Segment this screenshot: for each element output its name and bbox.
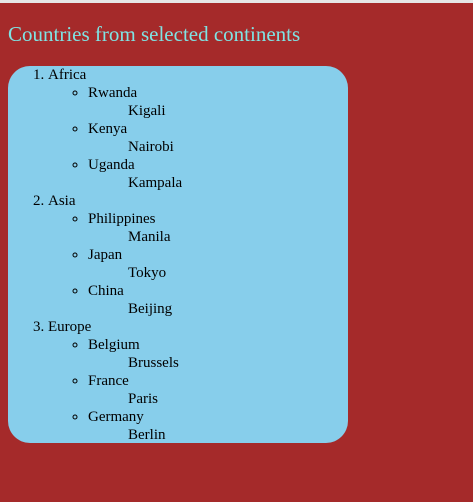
continent-item-africa: Africa Rwanda Kigali Kenya Nairobi Ugand…: [48, 66, 348, 192]
browser-top-edge: [0, 0, 473, 3]
country-item-japan: Japan Tokyo: [88, 246, 348, 282]
continent-name: Africa: [48, 67, 87, 83]
country-name: Philippines: [88, 211, 156, 227]
capital-name: Kampala: [128, 175, 183, 191]
country-item-kenya: Kenya Nairobi: [88, 120, 348, 156]
country-name: Kenya: [88, 121, 128, 137]
capital-name: Beijing: [128, 301, 173, 317]
continent-name: Europe: [48, 319, 92, 335]
capital-name: Paris: [128, 391, 158, 407]
country-item-rwanda: Rwanda Kigali: [88, 84, 348, 120]
country-item-germany: Germany Berlin: [88, 408, 348, 444]
country-name: China: [88, 283, 124, 299]
country-list: Belgium Brussels France Paris Germany Be…: [48, 336, 348, 444]
capital-name: Manila: [128, 229, 171, 245]
country-list: Philippines Manila Japan Tokyo China Bei…: [48, 210, 348, 318]
country-item-france: France Paris: [88, 372, 348, 408]
country-name: France: [88, 373, 129, 389]
country-name: Rwanda: [88, 85, 138, 101]
country-item-belgium: Belgium Brussels: [88, 336, 348, 372]
continents-panel: Africa Rwanda Kigali Kenya Nairobi Ugand…: [8, 66, 348, 443]
continent-list: Africa Rwanda Kigali Kenya Nairobi Ugand…: [8, 66, 348, 444]
country-name: Germany: [88, 409, 144, 425]
country-list: Rwanda Kigali Kenya Nairobi Uganda Kampa…: [48, 84, 348, 192]
continent-item-europe: Europe Belgium Brussels France Paris Ger…: [48, 318, 348, 444]
capital-name: Berlin: [128, 427, 166, 443]
page-title: Countries from selected continents: [8, 22, 301, 46]
country-item-philippines: Philippines Manila: [88, 210, 348, 246]
continent-name: Asia: [48, 193, 76, 209]
country-name: Uganda: [88, 157, 135, 173]
capital-name: Kigali: [128, 103, 166, 119]
country-name: Belgium: [88, 337, 140, 353]
country-name: Japan: [88, 247, 123, 263]
continent-item-asia: Asia Philippines Manila Japan Tokyo Chin…: [48, 192, 348, 318]
capital-name: Tokyo: [128, 265, 167, 281]
country-item-china: China Beijing: [88, 282, 348, 318]
capital-name: Brussels: [128, 355, 179, 371]
capital-name: Nairobi: [128, 139, 174, 155]
country-item-uganda: Uganda Kampala: [88, 156, 348, 192]
